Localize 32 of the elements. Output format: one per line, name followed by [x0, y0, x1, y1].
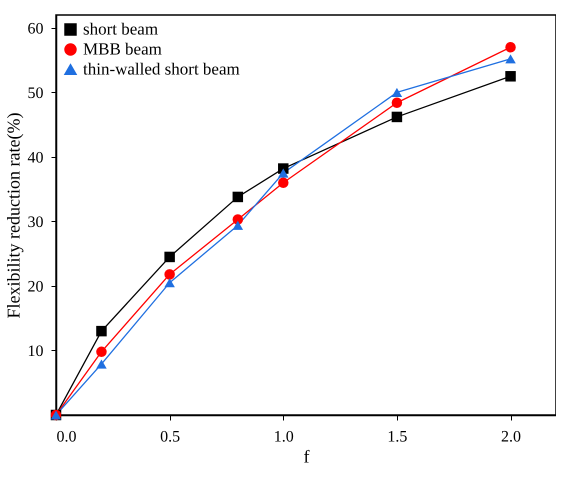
- x-tick-label: 2.0: [501, 428, 522, 446]
- legend-label: short beam: [83, 20, 158, 38]
- point: [96, 346, 107, 358]
- point: [392, 88, 402, 97]
- y-tick-label: 50: [28, 84, 44, 102]
- point: [164, 252, 175, 262]
- point: [505, 42, 516, 52]
- x-tick-label: 1.5: [387, 428, 408, 446]
- x-tick-label: 0.0: [56, 428, 76, 446]
- point: [96, 326, 107, 336]
- y-axis-title: Flexibility reduction rate(%): [4, 112, 24, 318]
- point: [278, 178, 289, 188]
- point: [392, 98, 402, 108]
- y-tick-label: 10: [28, 342, 44, 360]
- point: [232, 220, 244, 230]
- x-tick-label: 0.5: [160, 428, 180, 446]
- y-tick-label: 60: [28, 20, 44, 38]
- point: [232, 192, 244, 202]
- point: [392, 112, 402, 122]
- point: [164, 269, 175, 280]
- x-tick-label: 1.0: [274, 428, 294, 446]
- legend-label: thin-walled short beam: [83, 60, 240, 78]
- x-axis-title: f: [304, 446, 310, 466]
- y-tick-label: 20: [28, 278, 44, 296]
- point: [278, 168, 289, 178]
- point: [164, 278, 175, 288]
- point: [505, 71, 516, 82]
- legend-label: MBB beam: [83, 40, 162, 58]
- point: [505, 54, 516, 64]
- y-tick-label: 40: [28, 149, 44, 166]
- point: [96, 359, 107, 369]
- y-tick-label: 30: [28, 214, 44, 231]
